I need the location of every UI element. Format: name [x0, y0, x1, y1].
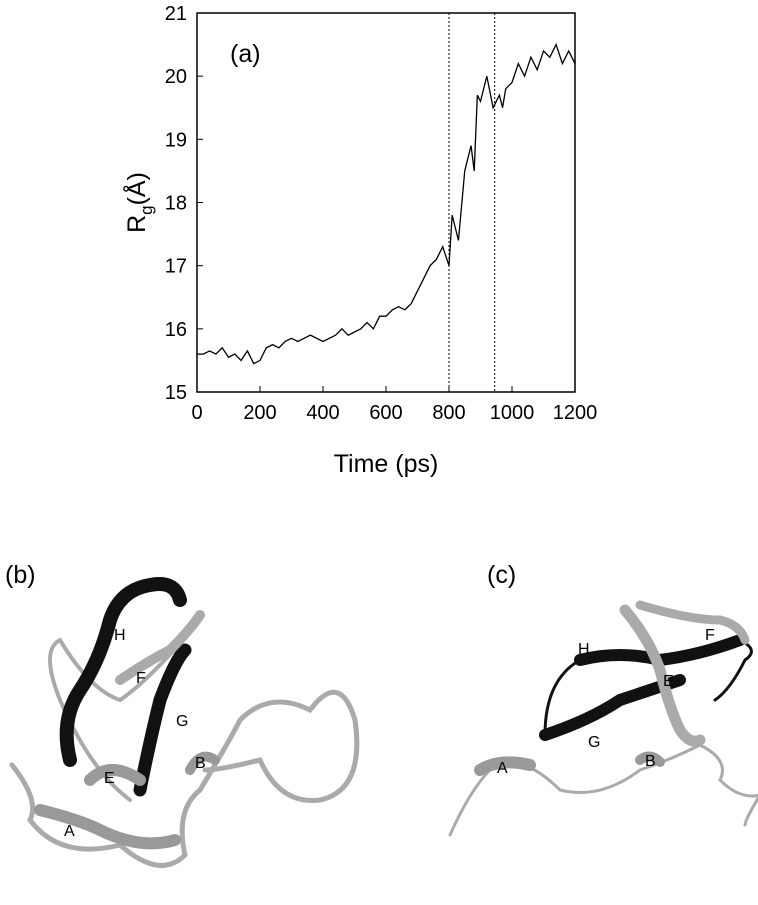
y-tick-label: 21 [165, 3, 187, 25]
y-axis-title-sub: g [137, 205, 156, 214]
y-tick-label: 19 [165, 129, 187, 151]
residue-label: A [64, 823, 75, 840]
residue-label: E [663, 673, 674, 690]
x-tick-label: 0 [191, 402, 202, 424]
plot-frame [196, 12, 576, 393]
x-tick-label: 200 [243, 402, 276, 424]
panel-label: (a) [230, 40, 261, 68]
residue-label: H [114, 627, 126, 644]
residue-label: A [497, 760, 508, 777]
residue-label: H [578, 641, 590, 658]
y-tick-label: 18 [165, 193, 187, 215]
y-tick-label: 17 [165, 256, 187, 278]
protein-b [9, 577, 360, 868]
x-tick-label: 800 [432, 402, 465, 424]
data-line [197, 42, 576, 365]
residue-label: E [104, 770, 115, 787]
y-tick-label: 20 [165, 66, 187, 88]
y-tick-label: 15 [165, 382, 187, 404]
y-axis-title-main: R [123, 215, 151, 233]
residue-label: G [176, 713, 188, 730]
y-axis-title: Rg(Å) [121, 172, 156, 233]
residue-label: F [136, 670, 146, 687]
x-tick-label: 600 [369, 402, 402, 424]
residue-label: B [195, 755, 206, 772]
x-tick-label: 400 [306, 402, 339, 424]
panel-label: (c) [487, 561, 516, 589]
residue-label: F [705, 627, 715, 644]
residue-label: B [645, 753, 656, 770]
protein-c [448, 600, 758, 837]
x-axis-title: Time (ps) [334, 450, 439, 478]
y-tick-label: 16 [165, 319, 187, 341]
residue-label: G [588, 734, 600, 751]
y-axis-title-unit: (Å) [121, 172, 151, 205]
panel-label: (b) [5, 561, 36, 589]
x-tick-label: 1000 [490, 402, 535, 424]
x-tick-label: 1200 [553, 402, 598, 424]
